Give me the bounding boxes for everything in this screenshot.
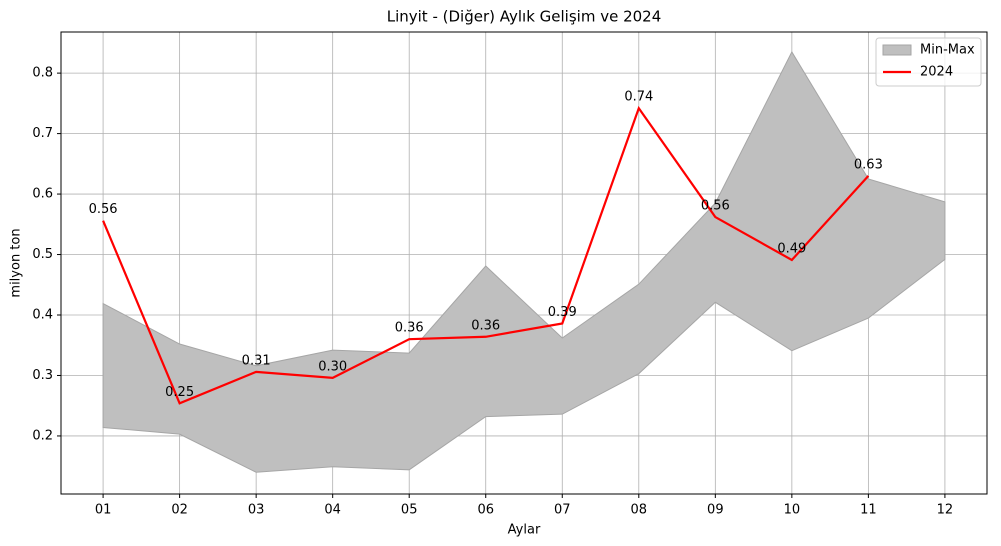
y-tick-label: 0.8 [32,66,53,81]
x-tick-label: 05 [401,503,418,518]
x-tick-label: 09 [707,503,724,518]
x-tick-label: 03 [248,503,265,518]
y-tick-label: 0.5 [32,247,53,262]
data-label: 0.30 [318,359,347,374]
x-tick-label: 10 [784,503,801,518]
y-axis-label: milyon ton [9,228,24,297]
data-label: 0.56 [701,199,730,214]
x-tick-label: 02 [171,503,188,518]
chart-title: Linyit - (Diğer) Aylık Gelişim ve 2024 [387,8,662,26]
x-tick-label: 06 [477,503,494,518]
data-label: 0.31 [242,353,271,368]
y-tick-label: 0.4 [32,308,53,323]
data-label: 0.49 [777,241,806,256]
data-label: 0.56 [89,202,118,217]
x-tick-label: 11 [860,503,877,518]
y-tick-label: 0.6 [32,187,53,202]
legend-swatch [882,44,912,56]
x-axis-label: Aylar [508,523,541,538]
x-tick-label: 07 [554,503,571,518]
x-tick-label: 08 [631,503,648,518]
x-tick-label: 12 [937,503,954,518]
y-tick-label: 0.3 [32,368,53,383]
y-tick-label: 0.2 [32,428,53,443]
legend-label: 2024 [920,65,953,80]
x-tick-label: 04 [324,503,341,518]
data-label: 0.74 [624,90,653,105]
data-label: 0.36 [395,321,424,336]
line-2024 [102,105,870,405]
data-label: 0.63 [854,157,883,172]
plot-frame [60,31,988,495]
data-label: 0.25 [165,385,194,400]
legend-label: Min-Max [920,43,975,58]
data-label: 0.39 [548,305,577,320]
y-tick-label: 0.7 [32,126,53,141]
x-tick-label: 01 [95,503,112,518]
min-max-band [102,50,946,473]
data-label: 0.36 [471,318,500,333]
